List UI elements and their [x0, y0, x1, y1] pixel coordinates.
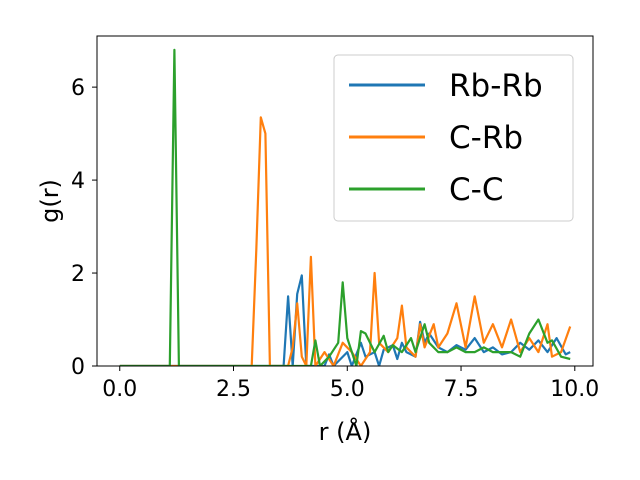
series-line-c-rb	[119, 116, 572, 366]
plot-frame	[96, 35, 594, 367]
y-tick-label: 6	[71, 76, 85, 101]
x-tick-label: 5.0	[330, 377, 365, 402]
y-tick-label: 0	[71, 355, 85, 380]
x-axis-label: r (Å)	[319, 417, 372, 446]
legend: Rb-Rb C-Rb C-C	[333, 54, 574, 222]
legend-label-rb-rb: Rb-Rb	[449, 68, 543, 104]
y-tick-label: 4	[71, 169, 85, 194]
y-axis-label: g(r)	[36, 179, 64, 223]
y-tick-label: 2	[71, 262, 85, 287]
series-line-c-c	[119, 48, 571, 366]
x-tick-label: 10.0	[550, 377, 599, 402]
x-tick-label: 7.5	[444, 377, 479, 402]
x-tick-label: 0.0	[102, 377, 137, 402]
x-tick-label: 2.5	[216, 377, 251, 402]
ticks-layer: 0.0 2.5 5.0 7.5 10.0 0 2 4 6	[71, 76, 599, 402]
legend-label-c-c: C-C	[449, 172, 503, 208]
legend-label-c-rb: C-Rb	[449, 120, 523, 156]
legend-box	[333, 54, 574, 222]
series-layer	[119, 48, 572, 366]
